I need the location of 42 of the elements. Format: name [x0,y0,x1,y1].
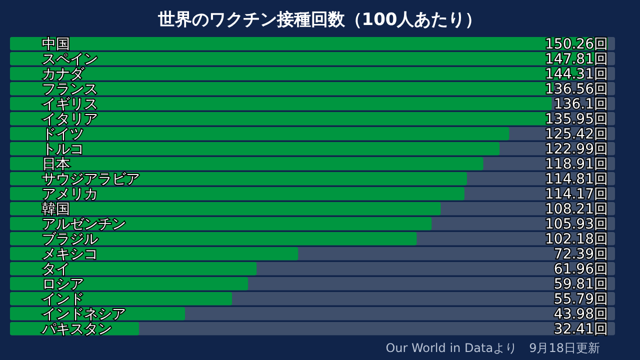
text: Our World in Dataより 9月18日更新 [386,341,600,355]
data-label: 102.18回 [545,232,608,248]
data-label: 135.95回 [545,112,608,128]
data-label: 61.96回 [554,262,608,278]
y-tick-label: トルコ [42,142,84,158]
data-label: 147.81回 [545,52,608,68]
y-tick-label: イギリス [42,96,98,113]
data-label: 114.17回 [545,186,608,203]
data-label: 125.42回 [545,126,608,143]
data-label: 114.81回 [545,172,608,188]
y-tick-label: ドイツ [42,126,84,143]
y-tick-label: インド [42,292,84,308]
data-label: 122.99回 [545,142,608,158]
data-label: 59.81回 [554,276,608,293]
data-label: 105.93回 [545,216,608,233]
data-label: 136.56回 [545,82,608,98]
y-tick-label: 日本 [42,156,70,173]
y-tick-label: タイ [42,262,70,278]
y-tick-label: スペイン [42,52,98,68]
y-tick-label: 中国 [42,36,70,53]
chart-title: 世界のワクチン接種回数（100人あたり） [156,10,482,30]
y-tick-label: パキスタン [41,322,112,338]
y-tick-label: イタリア [42,112,98,128]
data-label: 43.98回 [554,306,608,323]
y-tick-label: ブラジル [42,232,98,248]
data-label: 136.1回 [554,96,608,113]
data-label: 108.21回 [545,202,608,218]
y-tick-label: メキシコ [42,246,98,263]
y-tick-label: アルゼンチン [42,216,126,233]
y-tick-label: フランス [42,82,98,98]
data-label: 32.41回 [554,322,608,338]
y-tick-label: インドネシア [42,306,126,323]
y-tick-label: カナダ [42,66,85,83]
data-label: 118.91回 [545,156,608,173]
data-label: 150.26回 [545,36,608,53]
y-tick-label: サウジアラビア [42,172,140,188]
data-label: 144.31回 [545,66,608,83]
data-label: 72.39回 [554,246,608,263]
data-label: 55.79回 [554,292,608,308]
y-tick-label: ロシア [42,276,84,293]
y-tick-label: アメリカ [42,186,98,203]
y-tick-label: 韓国 [42,202,70,218]
